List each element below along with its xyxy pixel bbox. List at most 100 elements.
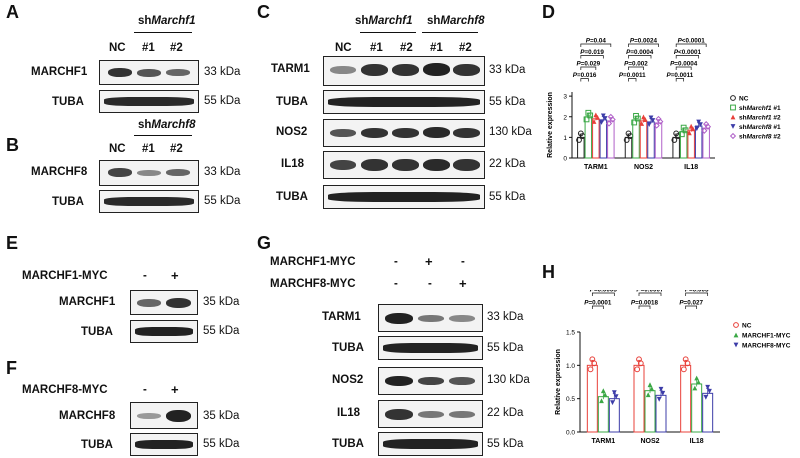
lane-label: NC xyxy=(109,143,126,155)
panel-label-e: E xyxy=(6,233,19,253)
significance-bracket xyxy=(675,55,700,59)
x-tick-label: IL18 xyxy=(684,164,698,171)
p-value-label: P=0.0004 xyxy=(626,49,654,56)
y-axis-label: Relative expression xyxy=(547,92,554,158)
blot-strip xyxy=(323,185,485,209)
row-label: TUBA xyxy=(81,439,113,451)
data-point xyxy=(656,396,662,402)
significance-bracket xyxy=(675,43,707,47)
p-value-label: P=0.0011 xyxy=(667,72,694,79)
bar xyxy=(607,120,615,159)
data-point xyxy=(639,121,645,126)
data-point xyxy=(600,113,606,119)
panel-c-group1-label: shMarchf1 xyxy=(355,15,413,27)
row-label: TUBA xyxy=(276,191,308,203)
data-point xyxy=(646,122,652,127)
blot-strip xyxy=(99,60,199,85)
lane-label: NC xyxy=(335,42,352,54)
bar xyxy=(691,383,703,433)
blot-strip xyxy=(378,367,483,395)
data-point xyxy=(610,400,615,406)
y-tick-label: 0 xyxy=(563,156,567,163)
condition-sign: + xyxy=(459,276,467,291)
row-label: IL18 xyxy=(281,158,305,170)
p-value-label: P=0.0001 xyxy=(584,300,612,307)
y-tick-label: 1.5 xyxy=(566,330,575,337)
x-tick-label: TARM1 xyxy=(584,164,608,171)
bar xyxy=(624,136,633,159)
p-value-label: P=0.019 xyxy=(580,49,604,56)
data-point xyxy=(707,388,712,394)
legend-label: MARCHF1-MYC xyxy=(742,333,791,340)
data-point xyxy=(595,115,601,120)
data-point xyxy=(704,123,712,130)
legend-marker xyxy=(733,342,739,348)
data-point xyxy=(650,118,656,123)
panel-c-group1-line xyxy=(360,32,416,33)
y-tick-label: 1.0 xyxy=(566,363,575,370)
significance-bracket xyxy=(628,55,652,59)
legend-label: shMarchf1 #2 xyxy=(739,115,781,122)
condition-sign: - xyxy=(143,270,147,282)
significance-bracket xyxy=(628,78,637,82)
bar xyxy=(694,125,703,159)
data-point xyxy=(600,388,606,394)
panel-label-f: F xyxy=(6,358,17,378)
data-point xyxy=(611,390,617,396)
blot-strip xyxy=(378,432,483,456)
kda-label: 33 kDa xyxy=(489,64,526,76)
data-point xyxy=(648,115,654,121)
data-point xyxy=(696,119,702,125)
data-point xyxy=(657,118,664,125)
lane-label: #1 xyxy=(430,42,443,54)
row-label: MARCHF1 xyxy=(59,296,116,308)
kda-label: 130 kDa xyxy=(487,374,530,386)
legend-marker xyxy=(730,114,736,120)
panel-b-group-line xyxy=(134,135,192,136)
lane-label: #2 xyxy=(400,42,413,54)
data-point xyxy=(605,120,613,127)
p-value-label: P=0.0004 xyxy=(670,61,698,68)
significance-bracket xyxy=(580,43,612,47)
panel-b-group-label: shMarchf8 xyxy=(138,119,196,131)
legend-label: NC xyxy=(742,323,752,330)
blot-strip xyxy=(130,320,198,343)
row-label: TUBA xyxy=(52,196,84,208)
panel-label-a: A xyxy=(6,2,19,22)
blot-strip xyxy=(378,336,483,360)
kda-label: 33 kDa xyxy=(487,311,524,323)
lane-label: #2 xyxy=(459,42,472,54)
p-value-label: P=0.0011 xyxy=(619,72,646,79)
data-point xyxy=(688,123,694,129)
data-point xyxy=(587,366,594,373)
legend-marker xyxy=(730,95,736,101)
panel-label-d: D xyxy=(542,2,555,22)
kda-label: 22 kDa xyxy=(489,158,526,170)
data-point xyxy=(576,137,582,143)
kda-label: 22 kDa xyxy=(487,407,524,419)
data-point xyxy=(641,114,646,120)
data-point xyxy=(696,379,701,385)
bar xyxy=(679,131,688,159)
kda-label: 35 kDa xyxy=(203,410,240,422)
p-value-label: P=0.029 xyxy=(577,61,601,68)
blot-strip xyxy=(323,119,485,147)
data-point xyxy=(692,385,698,391)
legend-label: NC xyxy=(739,96,749,103)
bar xyxy=(639,120,648,159)
row-label: TUBA xyxy=(332,342,364,354)
data-point xyxy=(649,386,655,392)
kda-label: 33 kDa xyxy=(204,166,241,178)
data-point xyxy=(684,360,691,367)
data-point xyxy=(634,366,641,373)
y-tick-label: 0.0 xyxy=(566,430,575,437)
kda-label: 55 kDa xyxy=(204,95,241,107)
significance-bracket xyxy=(628,43,659,47)
bar xyxy=(655,394,667,433)
row-label: TARM1 xyxy=(271,63,310,75)
y-axis-label: Relative expression xyxy=(555,349,562,415)
significance-bracket xyxy=(580,66,597,70)
blot-strip xyxy=(130,433,198,456)
significance-bracket xyxy=(685,305,698,309)
condition-sign: - xyxy=(394,278,398,290)
